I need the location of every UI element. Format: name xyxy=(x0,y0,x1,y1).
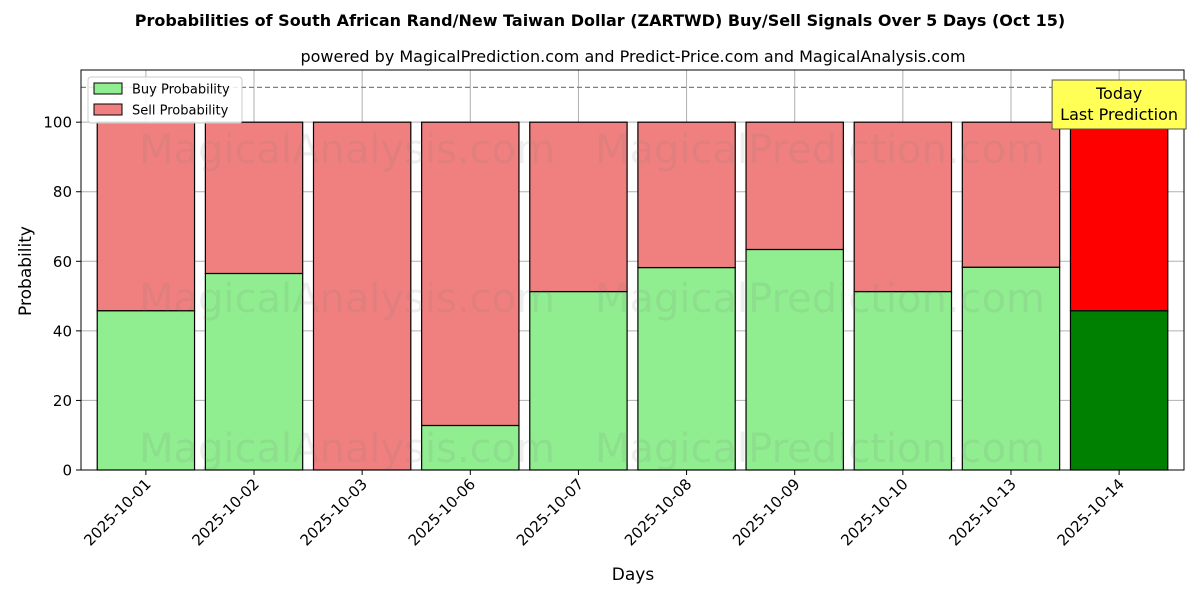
sell-bar xyxy=(1069,121,1169,312)
axes xyxy=(80,69,1185,471)
buy-bar xyxy=(637,266,736,471)
watermark-text: MagicalAnalysis.com xyxy=(139,127,555,173)
y-tick-label: 20 xyxy=(53,392,72,410)
x-tick-label: 2025-10-10 xyxy=(837,475,911,549)
x-tick-label: 2025-10-01 xyxy=(80,475,154,549)
x-tick-label: 2025-10-02 xyxy=(188,475,262,549)
annotation-box xyxy=(1051,79,1187,130)
legend-box xyxy=(87,76,243,124)
x-tick-label: 2025-10-13 xyxy=(945,475,1019,549)
buy-bar xyxy=(853,290,953,471)
sell-bar xyxy=(745,121,844,251)
buy-bar xyxy=(745,248,844,471)
x-axis-label: Days xyxy=(612,565,655,585)
y-tick-label: 100 xyxy=(43,114,72,132)
x-tick-label: 2025-10-14 xyxy=(1054,475,1128,549)
legend-swatch xyxy=(93,103,123,116)
chart-subtitle: powered by MagicalPrediction.com and Pre… xyxy=(300,47,965,66)
x-tick-label: 2025-10-08 xyxy=(621,475,695,549)
buy-bar xyxy=(961,266,1061,471)
legend: Buy Probability Sell Probability xyxy=(87,76,243,124)
buy-bar xyxy=(1069,310,1169,471)
legend-label: Buy Probability xyxy=(132,83,230,98)
x-tick-label: 2025-10-06 xyxy=(405,475,479,549)
sell-bar xyxy=(204,121,304,275)
x-tick-label: 2025-10-09 xyxy=(729,475,803,549)
sell-bar xyxy=(961,121,1061,268)
x-tick-label: 2025-10-03 xyxy=(297,475,371,549)
legend-label: Sell Probability xyxy=(132,104,229,119)
annotation: Today Last Prediction xyxy=(1051,79,1187,130)
x-tick-label: 2025-10-07 xyxy=(513,475,587,549)
watermark-text: MagicalPrediction.com xyxy=(595,426,1045,472)
y-tick-label: 60 xyxy=(53,253,72,271)
watermark-text: MagicalPrediction.com xyxy=(595,127,1045,173)
sell-bar xyxy=(529,121,628,293)
sell-bar xyxy=(853,121,953,293)
bars xyxy=(96,121,1169,471)
sell-bar xyxy=(637,121,736,269)
watermark-text: MagicalAnalysis.com xyxy=(139,426,555,472)
annotation-line-1: Today xyxy=(1095,84,1142,103)
watermark-text: MagicalAnalysis.com xyxy=(139,276,555,322)
y-tick-label: 40 xyxy=(53,322,72,340)
watermarks: MagicalAnalysis.com MagicalPrediction.com… xyxy=(139,127,1045,472)
sell-bar xyxy=(421,121,520,427)
chart-title: Probabilities of South African Rand/New … xyxy=(135,11,1065,30)
y-tick-label: 80 xyxy=(53,183,72,201)
buy-bar xyxy=(96,310,196,471)
y-tick-label: 0 xyxy=(62,462,72,480)
legend-swatch xyxy=(93,82,123,95)
sell-bar xyxy=(312,121,412,471)
annotation-line-2: Last Prediction xyxy=(1060,105,1178,124)
plot-frame xyxy=(80,69,1185,471)
buy-bar xyxy=(421,424,520,471)
y-axis-label: Probability xyxy=(16,226,36,316)
watermark-text: MagicalPrediction.com xyxy=(595,276,1045,322)
sell-bar xyxy=(96,121,196,312)
